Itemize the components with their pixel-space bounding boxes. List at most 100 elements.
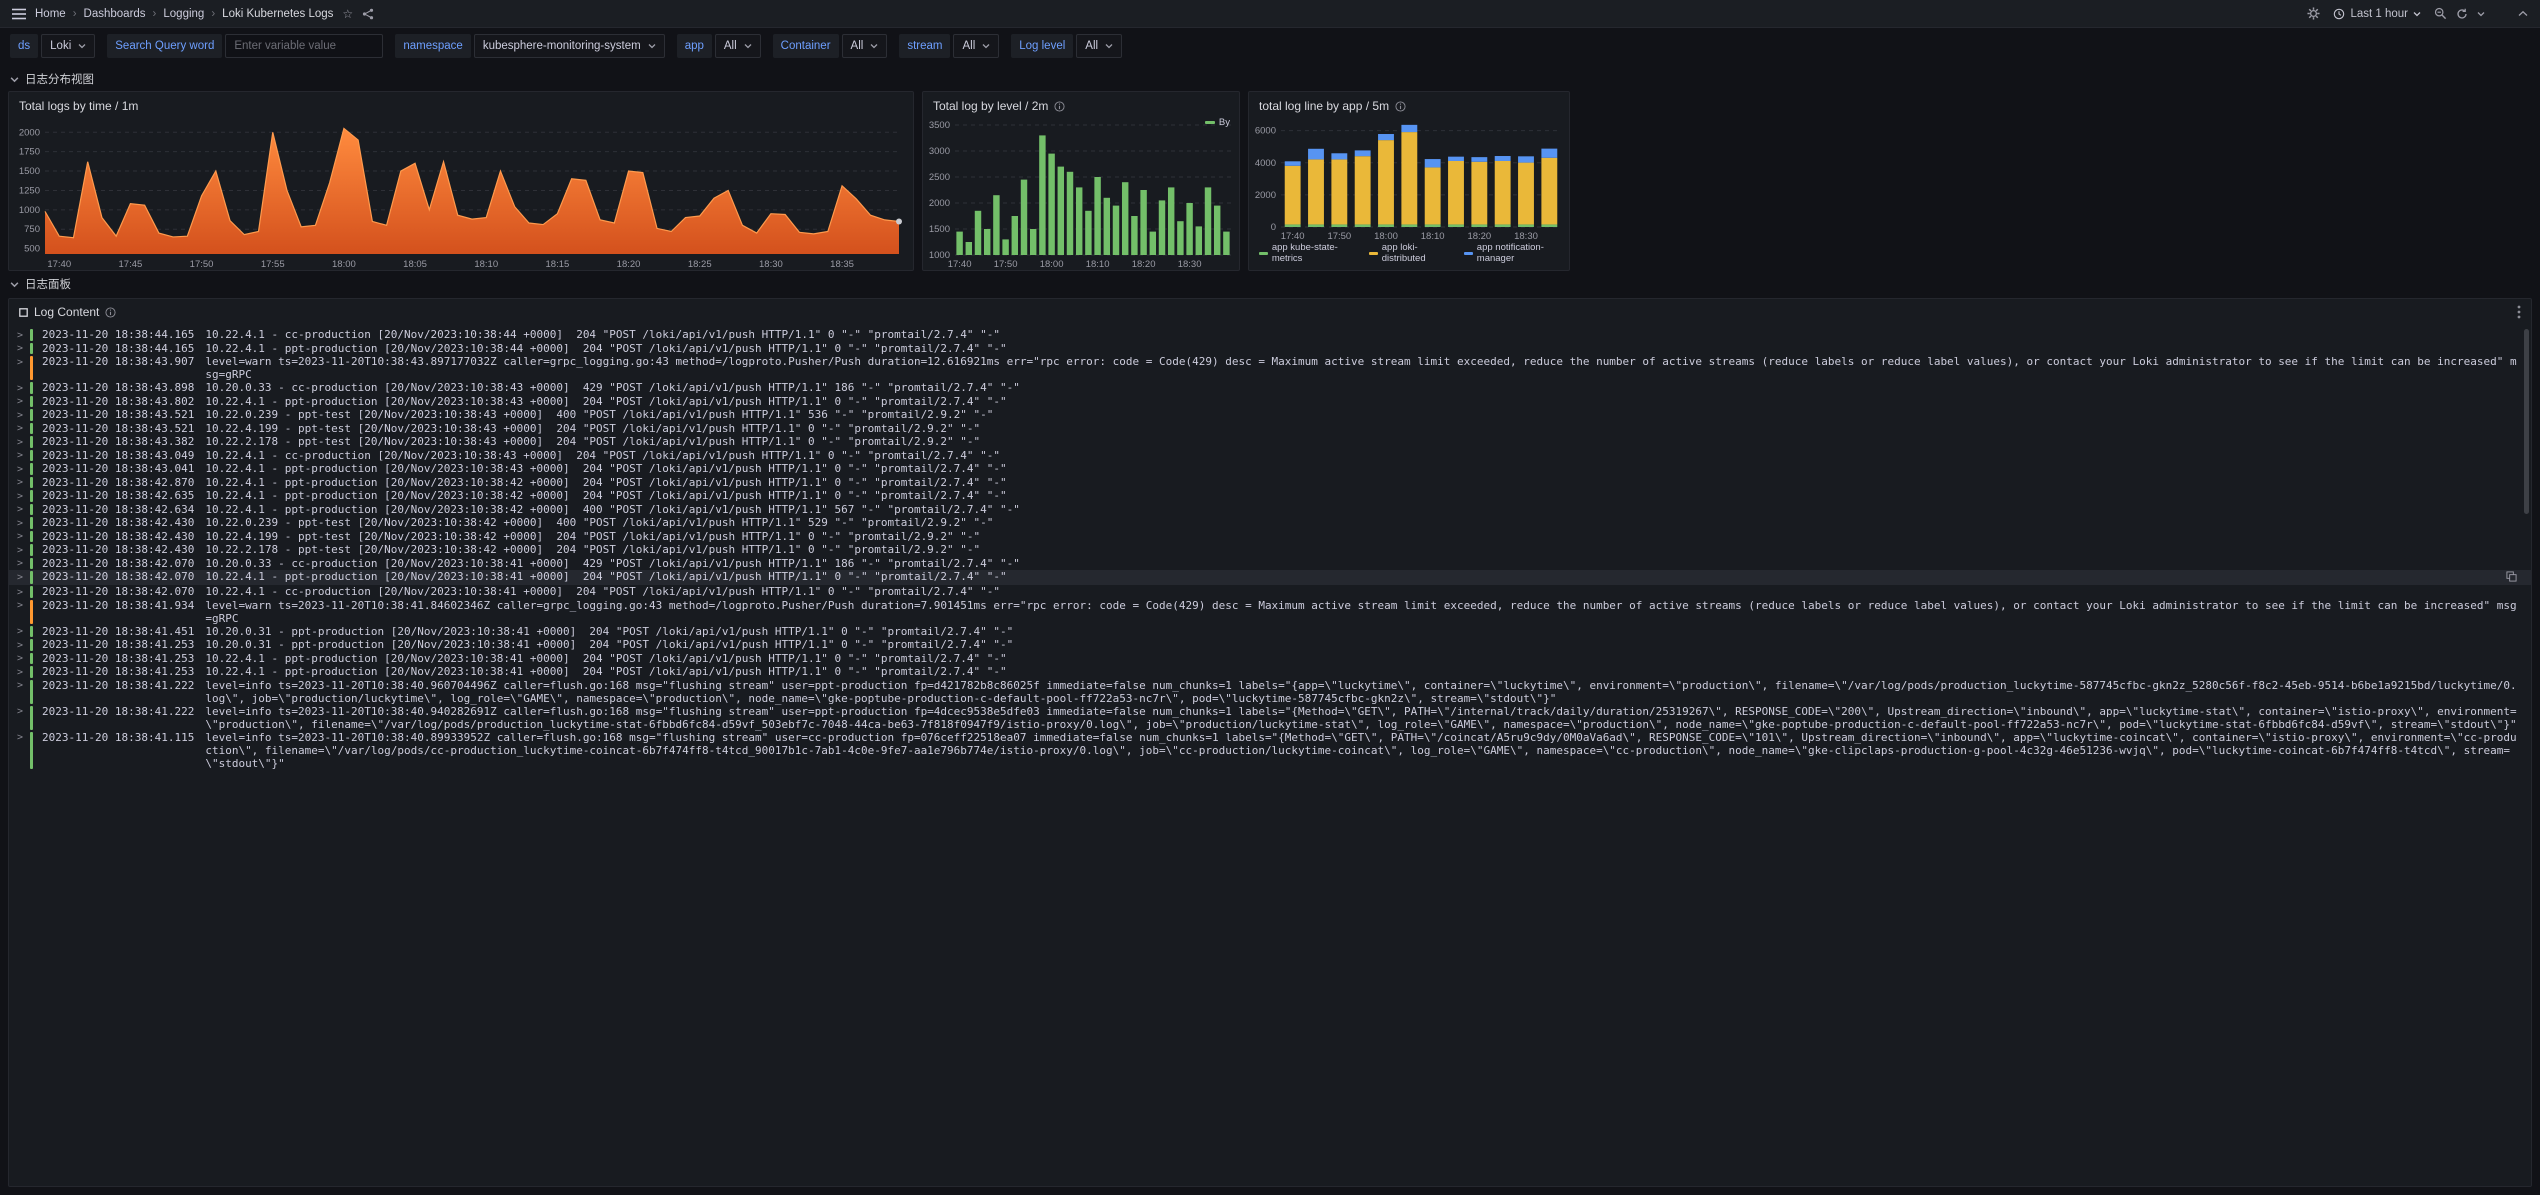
panel-title[interactable]: total log line by app / 5m	[1249, 92, 1569, 115]
expand-log-chevron-icon[interactable]: >	[17, 653, 24, 664]
chevron-up-icon[interactable]	[2518, 10, 2528, 18]
log-row[interactable]: >2023-11-20 18:38:41.222 level=info ts=20…	[9, 705, 2531, 731]
expand-log-chevron-icon[interactable]: >	[17, 600, 24, 611]
log-row[interactable]: >2023-11-20 18:38:43.907 level=warn ts=20…	[9, 355, 2531, 381]
svg-text:18:05: 18:05	[403, 259, 427, 270]
menu-toggle-icon[interactable]	[12, 8, 26, 20]
share-icon[interactable]	[362, 8, 374, 20]
expand-log-chevron-icon[interactable]: >	[17, 639, 24, 651]
log-row[interactable]: >2023-11-20 18:38:42.430 10.22.2.178 - pp…	[9, 543, 2531, 557]
log-row[interactable]: >2023-11-20 18:38:42.070 10.22.4.1 - cc-p…	[9, 585, 2531, 599]
panel-title[interactable]: Total log by level / 2m	[923, 92, 1239, 115]
expand-log-chevron-icon[interactable]: >	[17, 626, 24, 637]
log-row[interactable]: >2023-11-20 18:38:41.115 level=info ts=20…	[9, 731, 2531, 770]
expand-log-chevron-icon[interactable]: >	[17, 571, 24, 583]
log-row[interactable]: >2023-11-20 18:38:43.049 10.22.4.1 - cc-p…	[9, 449, 2531, 463]
expand-log-chevron-icon[interactable]: >	[17, 477, 24, 488]
legend-item[interactable]: app notification-manager	[1463, 242, 1569, 264]
expand-log-chevron-icon[interactable]: >	[17, 504, 24, 515]
panel-menu-kebab-icon[interactable]	[2517, 305, 2521, 319]
log-row[interactable]: >2023-11-20 18:38:41.222 level=info ts=20…	[9, 679, 2531, 705]
log-level-indicator	[30, 342, 33, 354]
expand-log-chevron-icon[interactable]: >	[17, 544, 24, 556]
log-level-indicator	[30, 476, 33, 488]
expand-log-chevron-icon[interactable]: >	[17, 396, 24, 407]
variable-stream-dropdown[interactable]: All	[953, 34, 1000, 58]
expand-log-chevron-icon[interactable]: >	[17, 558, 24, 569]
breadcrumb-dashboards[interactable]: Dashboards	[83, 7, 146, 20]
info-icon[interactable]	[1054, 100, 1065, 112]
expand-log-chevron-icon[interactable]: >	[17, 409, 24, 421]
expand-log-chevron-icon[interactable]: >	[17, 329, 24, 341]
refresh-interval-chevron-icon[interactable]	[2477, 10, 2485, 18]
log-row[interactable]: >2023-11-20 18:38:42.635 10.22.4.1 - ppt-…	[9, 489, 2531, 503]
log-row[interactable]: >2023-11-20 18:38:42.430 10.22.4.199 - pp…	[9, 530, 2531, 544]
expand-log-chevron-icon[interactable]: >	[17, 356, 24, 368]
expand-log-chevron-icon[interactable]: >	[17, 680, 24, 691]
expand-log-chevron-icon[interactable]: >	[17, 490, 24, 502]
log-timestamp: 2023-11-20 18:38:42.635	[42, 489, 195, 502]
refresh-icon[interactable]	[2456, 8, 2468, 20]
log-scrollbar[interactable]	[2524, 329, 2529, 514]
log-row[interactable]: >2023-11-20 18:38:43.521 10.22.4.199 - pp…	[9, 422, 2531, 436]
log-row[interactable]: >2023-11-20 18:38:42.634 10.22.4.1 - ppt-…	[9, 503, 2531, 517]
row-header-distribution[interactable]: 日志分布视图	[0, 66, 2540, 91]
expand-log-chevron-icon[interactable]: >	[17, 382, 24, 394]
log-row[interactable]: >2023-11-20 18:38:42.870 10.22.4.1 - ppt-…	[9, 476, 2531, 490]
log-row[interactable]: >2023-11-20 18:38:44.165 10.22.4.1 - cc-p…	[9, 328, 2531, 342]
variable-app-dropdown[interactable]: All	[714, 34, 761, 58]
log-row[interactable]: >2023-11-20 18:38:42.070 10.20.0.33 - cc-…	[9, 557, 2531, 571]
log-row[interactable]: >2023-11-20 18:38:43.382 10.22.2.178 - pp…	[9, 435, 2531, 449]
expand-log-chevron-icon[interactable]: >	[17, 666, 24, 678]
expand-log-chevron-icon[interactable]: >	[17, 450, 24, 461]
log-row[interactable]: >2023-11-20 18:38:41.934 level=warn ts=20…	[9, 599, 2531, 625]
info-icon[interactable]	[1395, 100, 1406, 112]
log-message: 10.22.4.1 - ppt-production [20/Nov/2023:…	[205, 475, 1007, 489]
bar-chart[interactable]: 1000 1500 2000 2500 3000 3500 17:40 17:50 18:00 1…	[923, 115, 1239, 270]
stacked-bar-chart[interactable]: 0 2000 4000 6000 17:40 17:50 18:00 18:10 18:20 18…	[1249, 115, 1569, 242]
variable-ds: ds Loki	[10, 34, 96, 58]
expand-log-chevron-icon[interactable]: >	[17, 732, 24, 743]
log-row[interactable]: >2023-11-20 18:38:42.070 10.22.4.1 - ppt-…	[9, 570, 2531, 585]
variable-log-level-dropdown[interactable]: All	[1076, 34, 1123, 58]
log-message: 10.22.4.1 - ppt-production [20/Nov/2023:…	[205, 502, 1020, 516]
expand-log-chevron-icon[interactable]: >	[17, 436, 24, 448]
expand-log-chevron-icon[interactable]: >	[17, 423, 24, 434]
expand-log-chevron-icon[interactable]: >	[17, 531, 24, 542]
log-row[interactable]: >2023-11-20 18:38:41.253 10.22.4.1 - ppt-…	[9, 665, 2531, 679]
variable-log-level: Log level All	[1011, 34, 1123, 58]
variable-ds-dropdown[interactable]: Loki	[41, 34, 96, 58]
log-row[interactable]: >2023-11-20 18:38:41.451 10.20.0.31 - ppt…	[9, 625, 2531, 639]
dashboard-settings-gear-icon[interactable]	[2307, 7, 2320, 20]
legend-item[interactable]: app kube-state-metrics	[1259, 242, 1357, 264]
zoom-out-icon[interactable]	[2434, 7, 2447, 20]
info-icon[interactable]	[105, 306, 116, 318]
log-row[interactable]: >2023-11-20 18:38:41.253 10.22.4.1 - ppt-…	[9, 652, 2531, 666]
expand-log-chevron-icon[interactable]: >	[17, 343, 24, 354]
expand-log-chevron-icon[interactable]: >	[17, 517, 24, 529]
log-row[interactable]: >2023-11-20 18:38:43.898 10.20.0.33 - cc-…	[9, 381, 2531, 395]
panel-title[interactable]: Total logs by time / 1m	[9, 92, 913, 115]
legend-item[interactable]: app loki-distributed	[1368, 242, 1452, 264]
breadcrumb-logging[interactable]: Logging	[163, 7, 205, 20]
area-chart[interactable]: 500 750 1000 1250 1500 1750 2000 17:40 17:45 17:5…	[9, 115, 913, 270]
variable-container-dropdown[interactable]: All	[841, 34, 888, 58]
log-row[interactable]: >2023-11-20 18:38:42.430 10.22.0.239 - pp…	[9, 516, 2531, 530]
variable-namespace-dropdown[interactable]: kubesphere-monitoring-system	[473, 34, 665, 58]
log-row[interactable]: >2023-11-20 18:38:43.521 10.22.0.239 - pp…	[9, 408, 2531, 422]
search-query-input[interactable]	[225, 34, 384, 58]
star-icon[interactable]: ☆	[342, 6, 354, 21]
copy-log-icon[interactable]	[2506, 570, 2517, 585]
legend-item[interactable]: By	[1204, 117, 1230, 128]
expand-log-chevron-icon[interactable]: >	[17, 706, 24, 717]
log-row[interactable]: >2023-11-20 18:38:43.802 10.22.4.1 - ppt-…	[9, 395, 2531, 409]
breadcrumb-home[interactable]: Home	[35, 7, 66, 20]
log-row[interactable]: >2023-11-20 18:38:43.041 10.22.4.1 - ppt-…	[9, 462, 2531, 476]
log-row[interactable]: >2023-11-20 18:38:44.165 10.22.4.1 - ppt-…	[9, 342, 2531, 356]
log-level-indicator	[30, 503, 33, 515]
expand-log-chevron-icon[interactable]: >	[17, 463, 24, 475]
row-header-logs[interactable]: 日志面板	[0, 271, 2540, 296]
time-range-picker[interactable]: Last 1 hour	[2329, 5, 2425, 23]
expand-log-chevron-icon[interactable]: >	[17, 586, 24, 598]
log-row[interactable]: >2023-11-20 18:38:41.253 10.20.0.31 - ppt…	[9, 638, 2531, 652]
